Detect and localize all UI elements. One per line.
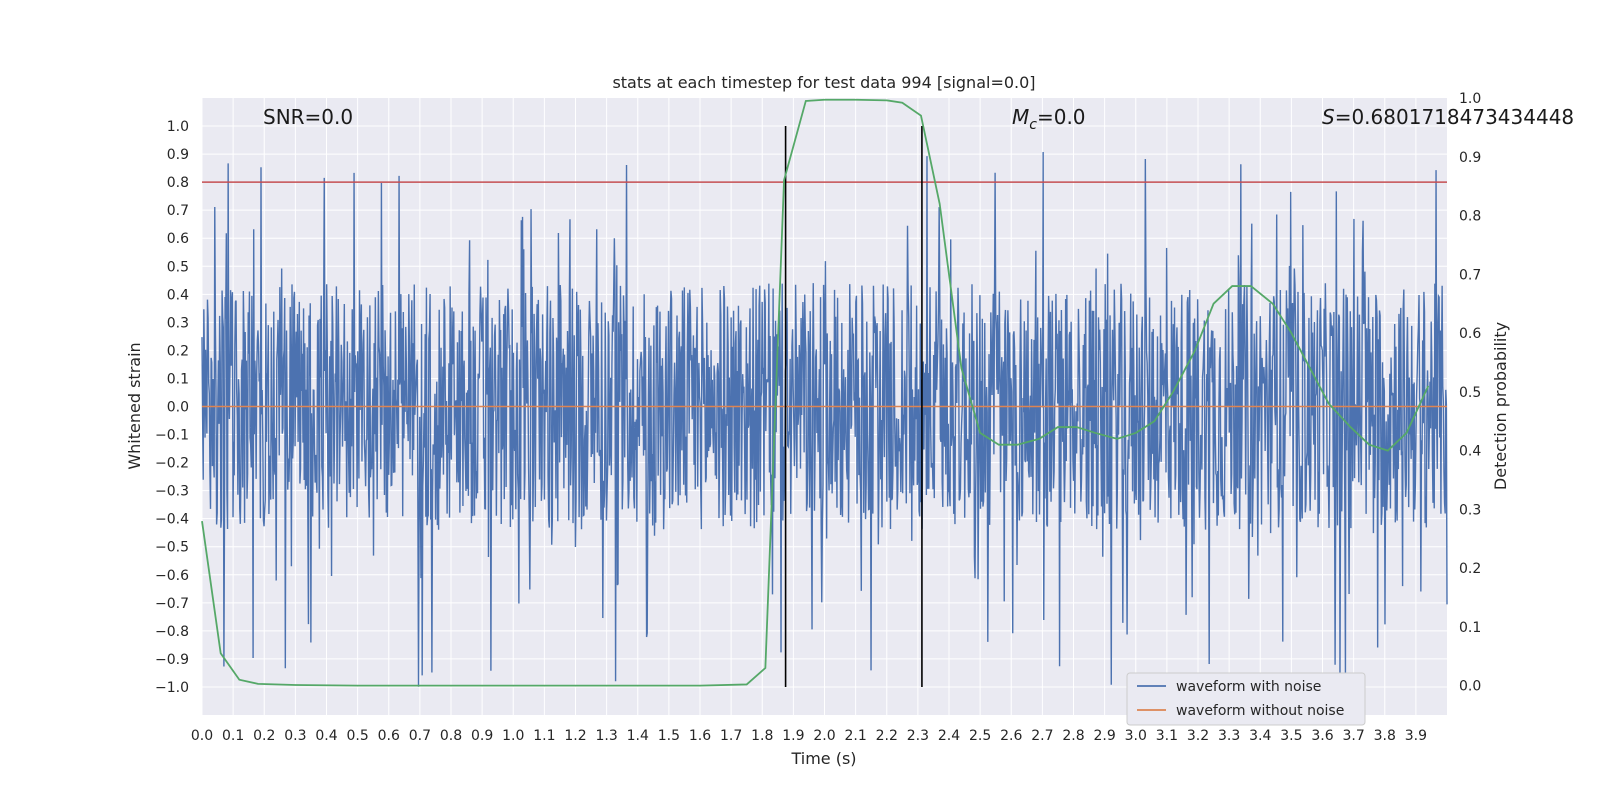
x-tick-label: 1.3	[595, 728, 617, 744]
chart-title: stats at each timestep for test data 994…	[612, 73, 1035, 92]
overlay-lines	[201, 98, 1447, 687]
y-tick-label: 0.2	[167, 343, 189, 359]
x-tick-label: 0.9	[471, 728, 493, 744]
x-tick-label: 0.0	[191, 728, 213, 744]
y2-tick-label: 0.0	[1459, 679, 1481, 695]
legend-box	[1126, 672, 1366, 726]
y-tick-label: −0.9	[155, 652, 189, 668]
y-tick-label: 1.0	[167, 119, 189, 135]
y2-tick-label: 0.8	[1459, 209, 1481, 225]
x-tick-label: 1.9	[782, 728, 804, 744]
y-tick-label: −0.8	[155, 624, 189, 640]
x-tick-label: 3.9	[1405, 728, 1427, 744]
annotation-mc-subscript: c	[1029, 117, 1037, 133]
x-tick-label: 1.5	[658, 728, 680, 744]
y-axis-title: Whitened strain	[125, 342, 144, 469]
x-tick-label: 3.0	[1125, 728, 1147, 744]
y-tick-label: 0.6	[167, 231, 189, 247]
x-tick-label: 1.1	[533, 728, 555, 744]
x-tick-label: 2.7	[1031, 728, 1053, 744]
y2-tick-label: 0.6	[1459, 326, 1481, 342]
y2-tick-labels: 0.0 0.1 0.2 0.3 0.4 0.5 0.6 0.7 0.8 0.9 1.0	[1459, 91, 1481, 695]
annotation-mc-symbol: M	[1012, 105, 1029, 129]
x-tick-label: 3.8	[1374, 728, 1396, 744]
x-tick-label: 3.3	[1218, 728, 1240, 744]
x-tick-label: 0.2	[253, 728, 275, 744]
detection-probability-line	[201, 98, 1430, 687]
legend: waveform with noise waveform without noi…	[1126, 672, 1366, 726]
y-tick-label: 0.4	[167, 287, 189, 303]
y2-tick-label: 0.5	[1459, 385, 1481, 401]
y-tick-label: −0.1	[155, 428, 189, 444]
x-tick-label: 3.7	[1342, 728, 1364, 744]
x-tick-label: 0.3	[284, 728, 306, 744]
x-tick-label: 2.3	[907, 728, 929, 744]
y-tick-label: −0.6	[155, 568, 189, 584]
y2-axis-title: Detection probability	[1491, 322, 1510, 490]
x-tick-label: 2.6	[1000, 728, 1022, 744]
annotation-mc-value: =0.0	[1037, 105, 1086, 129]
y-tick-label: 0.0	[167, 400, 189, 416]
y-tick-label: 0.1	[167, 371, 189, 387]
y-tick-label: 0.3	[167, 315, 189, 331]
x-tick-label: 1.7	[720, 728, 742, 744]
annotation-mc: Mc=0.0	[1012, 105, 1086, 133]
y-tick-label: 0.5	[167, 259, 189, 275]
y-tick-label: 0.9	[167, 147, 189, 163]
y2-tick-label: 0.1	[1459, 620, 1481, 636]
annotation-s: S=0.6801718473434448	[1322, 105, 1574, 129]
x-tick-label: 0.7	[409, 728, 431, 744]
y-tick-label: 0.7	[167, 203, 189, 219]
x-tick-label: 2.1	[844, 728, 866, 744]
y-tick-label: −0.4	[155, 512, 189, 528]
x-tick-label: 1.6	[689, 728, 711, 744]
x-tick-label: 0.4	[315, 728, 337, 744]
x-tick-label: 0.6	[378, 728, 400, 744]
x-tick-label: 3.1	[1156, 728, 1178, 744]
y-tick-label: −0.5	[155, 540, 189, 556]
y-tick-label: 0.8	[167, 175, 189, 191]
y2-tick-label: 0.4	[1459, 444, 1481, 460]
x-tick-label: 1.0	[502, 728, 524, 744]
x-tick-label: 3.5	[1280, 728, 1302, 744]
y-tick-label: −1.0	[155, 680, 189, 696]
x-tick-label: 0.5	[346, 728, 368, 744]
y2-tick-label: 0.7	[1459, 267, 1481, 283]
y2-tick-label: 0.2	[1459, 561, 1481, 577]
y2-tick-label: 0.3	[1459, 502, 1481, 518]
annotation-s-value: =0.6801718473434448	[1335, 105, 1574, 129]
x-tick-label: 1.4	[627, 728, 649, 744]
x-tick-label: 3.4	[1249, 728, 1271, 744]
x-tick-label: 1.2	[564, 728, 586, 744]
annotation-snr: SNR=0.0	[263, 105, 353, 129]
x-tick-label: 1.8	[751, 728, 773, 744]
legend-label-waveform-with-noise: waveform with noise	[1176, 679, 1321, 695]
x-tick-label: 2.2	[876, 728, 898, 744]
legend-label-waveform-without-noise: waveform without noise	[1176, 703, 1344, 719]
waveform-with-noise-line	[201, 151, 1448, 687]
y-tick-label: −0.7	[155, 596, 189, 612]
x-tick-label: 3.2	[1187, 728, 1209, 744]
annotation-s-symbol: S	[1322, 105, 1335, 129]
series-waveform-with-noise	[201, 151, 1448, 687]
x-tick-label: 0.8	[440, 728, 462, 744]
x-axis-title: Time (s)	[790, 749, 856, 768]
x-tick-labels: 0.0 0.1 0.2 0.3 0.4 0.5 0.6 0.7 0.8 0.9 1.0 1.1 1.2 1…	[191, 728, 1427, 744]
y-tick-labels: 1.0 0.9 0.8 0.7 0.6 0.5 0.4 0.3 0.2 0.1 0.0 −0.1 −0.…	[155, 119, 189, 696]
x-tick-label: 3.6	[1311, 728, 1333, 744]
x-tick-label: 2.8	[1062, 728, 1084, 744]
y2-tick-label: 0.9	[1459, 150, 1481, 166]
x-tick-label: 0.1	[222, 728, 244, 744]
x-tick-label: 2.9	[1093, 728, 1115, 744]
x-tick-label: 2.4	[938, 728, 960, 744]
y-tick-label: −0.2	[155, 456, 189, 472]
y2-tick-label: 1.0	[1459, 91, 1481, 107]
y-tick-label: −0.3	[155, 484, 189, 500]
x-tick-label: 2.0	[813, 728, 835, 744]
x-tick-label: 2.5	[969, 728, 991, 744]
